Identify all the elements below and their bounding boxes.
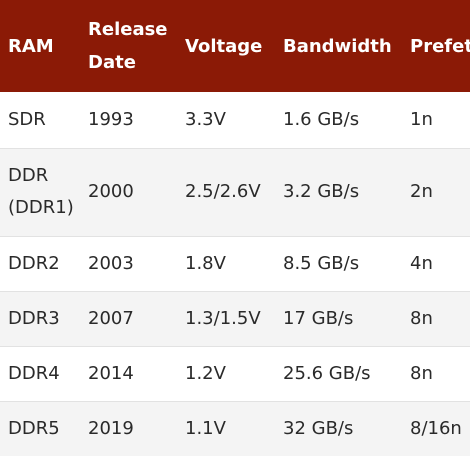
table-row: DDR2 2003 1.8V 8.5 GB/s 4n — [0, 236, 474, 291]
cell-bandwidth: 8.5 GB/s — [283, 252, 360, 274]
table-header: RAM Release Date Voltage Bandwidth Prefe… — [0, 0, 474, 92]
cell-voltage: 1.8V — [185, 252, 226, 274]
cell-prefetch: 8n — [410, 307, 433, 329]
cell-ram: SDR — [8, 108, 46, 130]
cell-release-date: 2019 — [88, 417, 134, 439]
page-right-edge — [470, 0, 474, 456]
table-row: DDR4 2014 1.2V 25.6 GB/s 8n — [0, 346, 474, 401]
header-bandwidth: Bandwidth — [283, 35, 392, 57]
table-body: SDR 1993 3.3V 1.6 GB/s 1n DDR (DDR1) 200… — [0, 92, 474, 456]
cell-voltage: 2.5/2.6V — [185, 181, 261, 202]
table-row: DDR (DDR1) 2000 2.5/2.6V 3.2 GB/s 2n — [0, 148, 474, 236]
cell-voltage: 1.2V — [185, 362, 226, 384]
cell-prefetch: 1n — [410, 108, 433, 130]
cell-bandwidth: 25.6 GB/s — [283, 362, 371, 384]
cell-prefetch: 8n — [410, 362, 433, 384]
cell-voltage: 1.1V — [185, 417, 226, 439]
header-row: RAM Release Date Voltage Bandwidth Prefe… — [0, 0, 474, 92]
cell-prefetch: 4n — [410, 252, 433, 274]
cell-ram: DDR4 — [8, 362, 60, 384]
cell-ram: DDR3 — [8, 307, 60, 329]
cell-prefetch: 2n — [410, 181, 433, 202]
cell-bandwidth: 3.2 GB/s — [283, 181, 360, 202]
cell-bandwidth: 1.6 GB/s — [283, 108, 360, 130]
cell-release-date: 1993 — [88, 108, 134, 130]
cell-ram: DDR2 — [8, 252, 60, 274]
table-row: DDR5 2019 1.1V 32 GB/s 8/16n — [0, 401, 474, 456]
cell-release-date: 2014 — [88, 362, 134, 384]
cell-bandwidth: 32 GB/s — [283, 417, 354, 439]
cell-voltage: 3.3V — [185, 108, 226, 130]
header-ram: RAM — [8, 35, 54, 57]
header-prefetch: Prefetch — [410, 35, 474, 57]
table-row: SDR 1993 3.3V 1.6 GB/s 1n — [0, 92, 474, 148]
table-row: DDR3 2007 1.3/1.5V 17 GB/s 8n — [0, 291, 474, 346]
cell-prefetch: 8/16n — [410, 417, 462, 439]
header-voltage: Voltage — [185, 35, 263, 57]
cell-release-date: 2000 — [88, 181, 134, 202]
cell-release-date: 2003 — [88, 252, 134, 274]
cell-release-date: 2007 — [88, 307, 134, 329]
cell-bandwidth: 17 GB/s — [283, 307, 354, 329]
cell-ram: DDR (DDR1) — [8, 165, 74, 218]
cell-voltage: 1.3/1.5V — [185, 307, 261, 329]
header-release-date: Release Date — [88, 19, 168, 73]
cell-ram: DDR5 — [8, 417, 60, 439]
